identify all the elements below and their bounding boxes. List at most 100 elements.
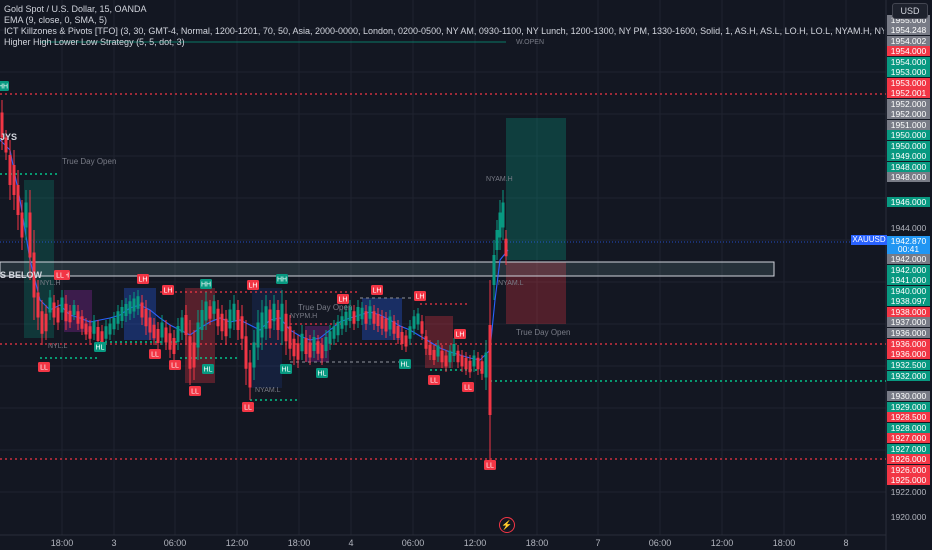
symbol-badge: XAUUSD — [851, 235, 887, 245]
candle-body — [56, 307, 60, 323]
candle-body — [120, 307, 124, 321]
candle-body — [284, 313, 288, 342]
svg-text:HH: HH — [277, 277, 287, 284]
price-label: 1929.000 — [887, 402, 930, 412]
swing-tag: LH — [137, 274, 149, 284]
price-label: 1940.000 — [887, 286, 930, 296]
price-label: 1928.500 — [887, 412, 930, 422]
pivot-label: NYAM.H — [486, 176, 513, 183]
time-label: 7 — [595, 538, 601, 548]
price-label: 1948.000 — [887, 162, 930, 172]
price-label: 1936.000 — [887, 339, 930, 349]
legend-hhll[interactable]: Higher High Lower Low Strategy (5, 5, do… — [4, 37, 185, 47]
svg-text:LL: LL — [171, 363, 179, 370]
price-label: 1953.000 — [887, 67, 930, 77]
support-zone — [0, 261, 775, 277]
candle-body — [501, 202, 505, 228]
swing-tag: LL — [54, 270, 66, 280]
candle-body — [80, 316, 84, 329]
pivot-label: NYAM.L — [255, 387, 281, 394]
candle-body — [352, 311, 356, 324]
svg-text:LL: LL — [151, 352, 159, 359]
grid-lines — [0, 0, 886, 535]
price-label: 1936.000 — [887, 349, 930, 359]
candle-body — [340, 316, 344, 329]
legend-symbol[interactable]: Gold Spot / U.S. Dollar, 15, OANDA — [4, 4, 147, 14]
candle-body — [220, 313, 224, 332]
price-label: 1955.000 — [887, 15, 930, 25]
candle-body — [100, 331, 104, 344]
price-label: 1922.000 — [890, 487, 927, 497]
svg-text:LH: LH — [139, 277, 148, 284]
candle-body — [28, 212, 32, 258]
candle-body — [396, 326, 400, 338]
svg-text:HL: HL — [96, 345, 105, 352]
candle-body — [184, 315, 188, 335]
candle-body — [192, 342, 196, 368]
true-day-open-label: True Day Open — [516, 328, 570, 337]
candle-body — [176, 326, 180, 342]
candle-body — [336, 321, 340, 336]
candle-body — [188, 336, 192, 369]
svg-text:LH: LH — [416, 294, 425, 301]
candle-body — [432, 350, 436, 360]
time-label: 18:00 — [525, 538, 549, 548]
swing-tag: LH — [162, 285, 174, 295]
candle-body — [264, 306, 268, 329]
candle-body — [280, 303, 284, 332]
swing-tag: LH — [337, 294, 349, 304]
candle-body — [144, 308, 148, 327]
legend-killzones[interactable]: ICT Killzones & Pivots [TFO] (3, 30, GMT… — [4, 26, 884, 36]
candle-body — [236, 310, 240, 330]
candle-body — [240, 316, 244, 339]
candle-body — [288, 326, 292, 349]
candle-body — [248, 362, 252, 388]
price-label: 1942.000 — [887, 254, 930, 264]
price-label: 00:41 — [887, 244, 930, 254]
price-label: 1954.002 — [887, 36, 930, 46]
time-label: 12:00 — [225, 538, 249, 548]
currency-button[interactable]: USD — [892, 3, 928, 19]
candle-body — [492, 255, 496, 285]
candle-body — [404, 335, 408, 347]
swing-tag: HL — [399, 359, 411, 369]
price-label: 1925.000 — [887, 475, 930, 485]
candle-body — [344, 311, 348, 326]
lightning-icon[interactable]: ⚡ — [499, 517, 515, 533]
swing-tag: LH — [414, 291, 426, 301]
price-label: 1926.000 — [887, 454, 930, 464]
candle-body — [292, 338, 296, 357]
candle-body — [440, 350, 444, 363]
candle-body — [180, 317, 184, 333]
time-label: 06:00 — [401, 538, 425, 548]
svg-text:LL: LL — [191, 389, 199, 396]
svg-text:LH: LH — [456, 332, 465, 339]
level-lines — [0, 41, 886, 460]
candle-body — [96, 327, 100, 341]
candle-body — [408, 326, 412, 339]
price-label: 1950.000 — [887, 141, 930, 151]
zone-label: S BELOW — [0, 270, 43, 280]
candle-body — [32, 252, 36, 298]
candle-body — [380, 316, 384, 329]
candle-body — [388, 316, 392, 330]
price-label: 1952.001 — [887, 88, 930, 98]
swing-tag: LL — [38, 362, 50, 372]
swing-tag: LL — [428, 375, 440, 385]
candle-body — [232, 303, 236, 322]
svg-text:HL: HL — [282, 367, 291, 374]
candle-body — [12, 165, 16, 195]
pivot-label: NYPM.H — [290, 313, 317, 320]
time-label: 3 — [111, 538, 117, 548]
candle-body — [40, 311, 44, 334]
candle-body — [36, 292, 40, 318]
candle-body — [132, 298, 136, 312]
time-label: 06:00 — [648, 538, 672, 548]
svg-text:LH: LH — [164, 288, 173, 295]
candle-body — [88, 326, 92, 339]
candle-body — [204, 301, 208, 321]
candle-body — [68, 310, 72, 323]
price-label: 1932.500 — [887, 360, 930, 370]
legend-ema[interactable]: EMA (9, close, 0, SMA, 5) — [4, 15, 108, 25]
